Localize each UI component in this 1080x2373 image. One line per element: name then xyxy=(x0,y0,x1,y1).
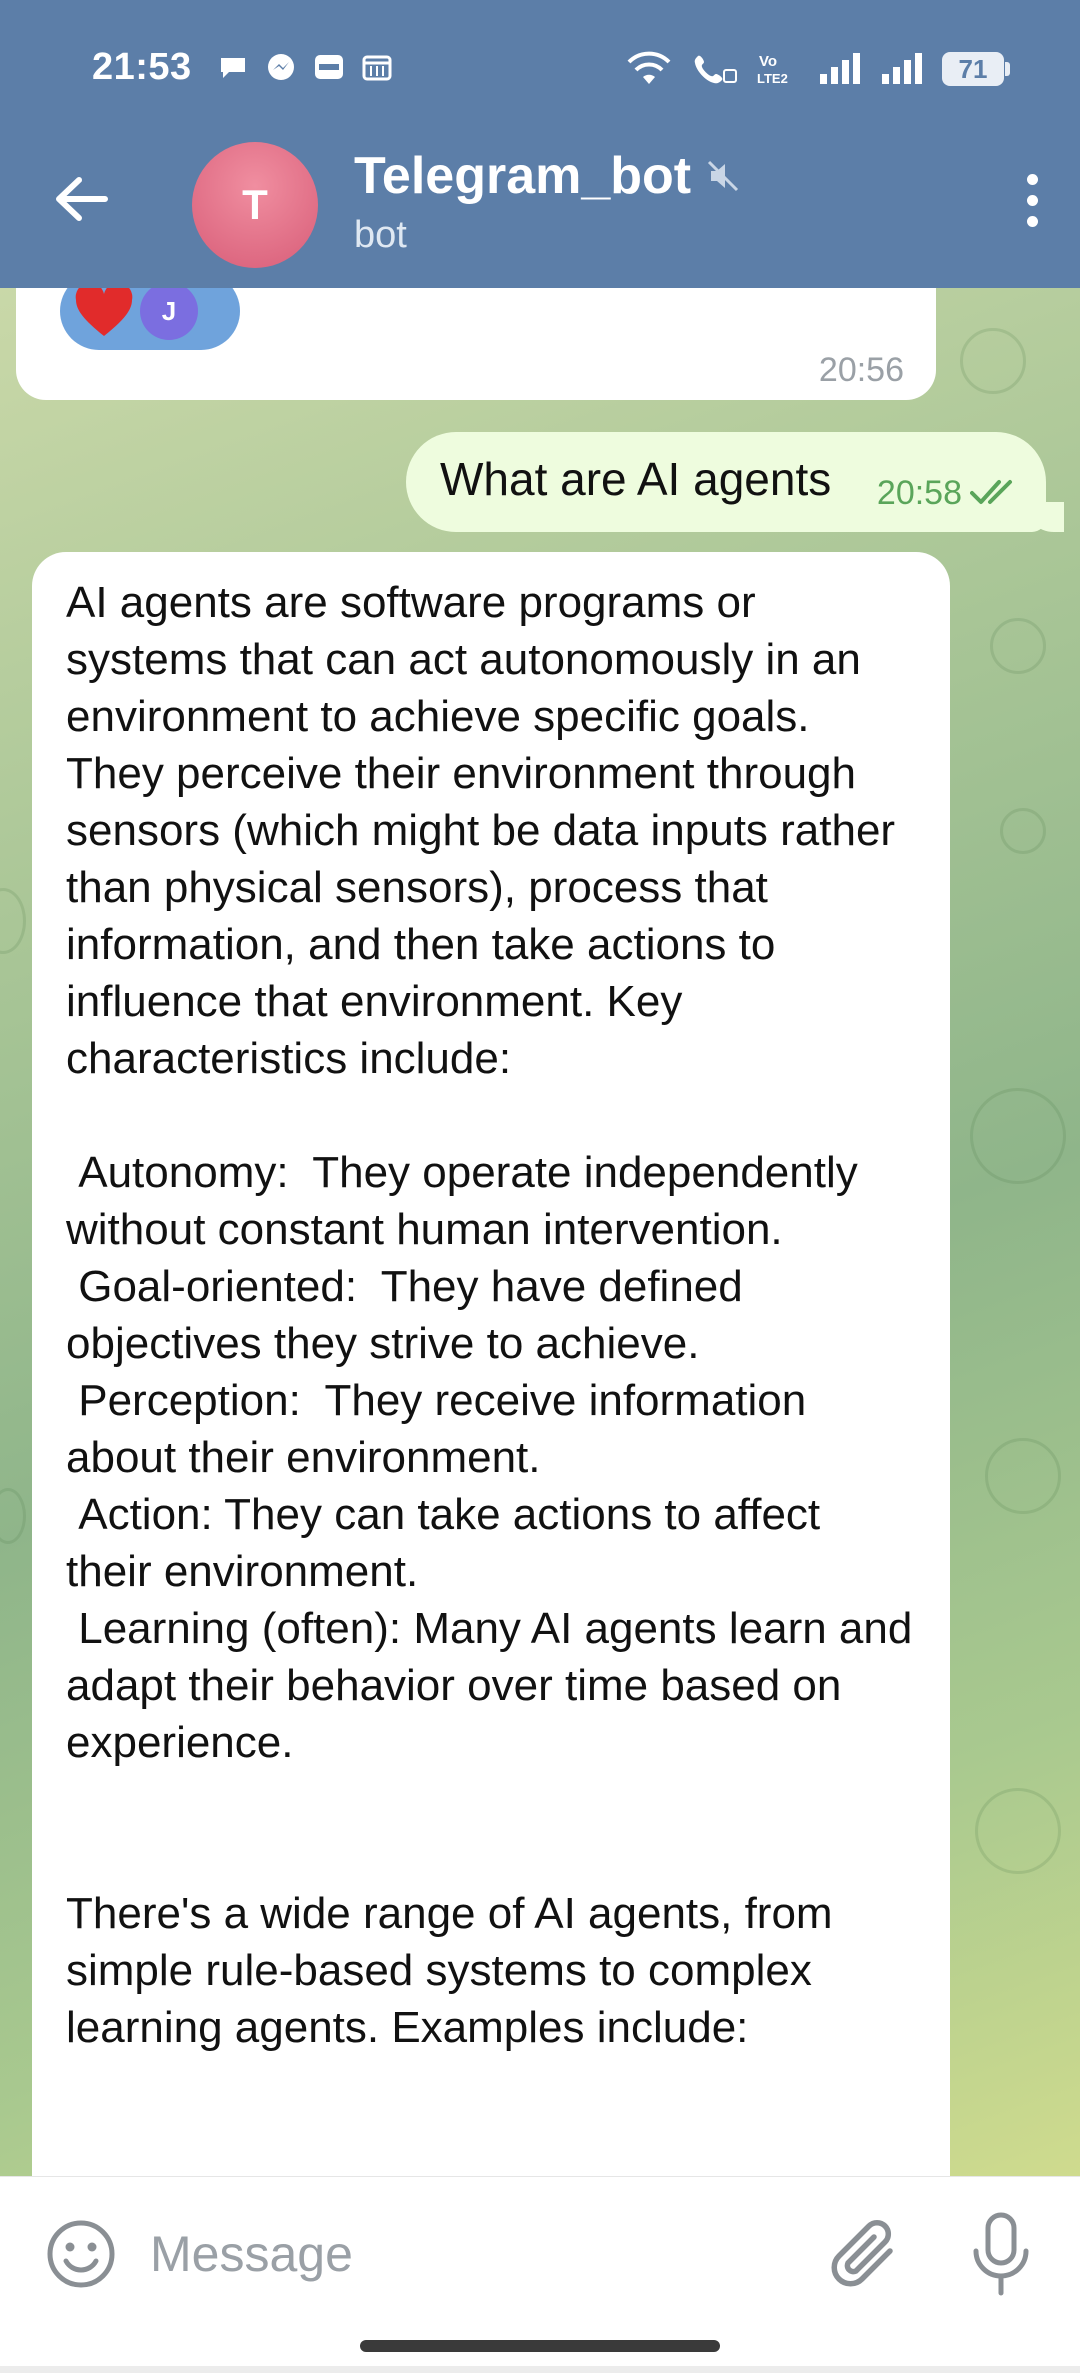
double-check-icon xyxy=(970,480,1012,504)
message-list-item: Goal-oriented: They have defined objecti… xyxy=(66,1262,755,1368)
chat-header: 21:53 Vo LTE2 71 T Telegram_bot bot xyxy=(0,0,1080,288)
chat-subtitle: bot xyxy=(354,214,407,256)
paytm-icon xyxy=(315,55,343,79)
message-list-item: Perception: They receive information abo… xyxy=(66,1376,819,1482)
message-list-item: Action: They can take actions to affect … xyxy=(66,1490,833,1596)
gesture-nav-handle[interactable] xyxy=(360,2340,720,2352)
more-vert-icon-dot xyxy=(1026,194,1038,206)
wallpaper-doodle xyxy=(970,1088,1066,1184)
message-bubble-incoming[interactable]: J 20:56 xyxy=(16,288,936,400)
paperclip-icon[interactable] xyxy=(828,2213,904,2297)
chat-messages[interactable]: J 20:56 What are AI agents 20:58 AI agen… xyxy=(0,288,1080,2176)
muted-icon xyxy=(708,160,739,192)
wallpaper-doodle xyxy=(0,1488,26,1544)
back-button[interactable] xyxy=(44,162,118,236)
message-spacer xyxy=(66,1087,916,1144)
chat-title-row[interactable]: Telegram_bot xyxy=(354,146,741,206)
message-paragraph: AI agents are software programs or syste… xyxy=(66,578,908,1083)
wallpaper-doodle xyxy=(990,618,1046,674)
status-time: 21:53 xyxy=(92,46,192,88)
calendar-icon xyxy=(362,55,392,81)
microphone-icon[interactable] xyxy=(966,2211,1036,2299)
status-system-icons: Vo LTE2 71 xyxy=(624,50,1010,88)
signal-icon xyxy=(820,53,860,84)
battery-icon: 71 xyxy=(942,52,1010,86)
reaction-user-avatar: J xyxy=(140,288,198,340)
wifi-icon xyxy=(627,51,671,84)
message-list-item: Learning (often): Many AI agents learn a… xyxy=(66,1604,925,1767)
message-bubble-incoming[interactable]: AI agents are software programs or syste… xyxy=(32,552,950,2176)
chat-avatar[interactable]: T xyxy=(192,142,318,268)
wallpaper-doodle xyxy=(975,1788,1061,1874)
message-input-bar xyxy=(0,2176,1080,2367)
message-bubble-outgoing[interactable]: What are AI agents 20:58 xyxy=(406,432,1046,532)
arrow-left-icon xyxy=(56,177,108,221)
message-spacer xyxy=(66,1828,916,1885)
messenger-icon xyxy=(268,54,294,80)
system-nav-area xyxy=(0,2366,1080,2373)
wallpaper-doodle xyxy=(1000,808,1046,854)
volte-call-icon xyxy=(694,55,737,84)
more-options-button[interactable] xyxy=(1004,160,1060,240)
message-spacer xyxy=(66,1771,916,1828)
chat-title: Telegram_bot xyxy=(354,147,692,205)
svg-text:LTE2: LTE2 xyxy=(757,71,788,86)
emoji-icon[interactable] xyxy=(44,2217,118,2291)
svg-text:Vo: Vo xyxy=(759,53,777,70)
message-closing: There's a wide range of AI agents, from … xyxy=(66,1889,845,2052)
heart-icon xyxy=(75,288,133,336)
message-time: 20:56 xyxy=(818,351,904,389)
wallpaper-doodle xyxy=(0,888,26,954)
signal-icon xyxy=(882,53,922,84)
message-list-item: Autonomy: They operate independently wit… xyxy=(66,1148,870,1254)
reaction-pill[interactable]: J xyxy=(60,288,240,350)
message-text: What are AI agents xyxy=(440,453,832,505)
message-time: 20:58 xyxy=(876,474,962,512)
wallpaper-doodle xyxy=(985,1438,1061,1514)
message-input[interactable] xyxy=(148,2207,792,2301)
wallpaper-doodle xyxy=(960,328,1026,394)
status-bar: 21:53 Vo LTE2 71 xyxy=(0,40,1080,102)
status-notification-icons xyxy=(216,50,394,84)
more-vert-icon-dot xyxy=(1026,215,1038,227)
chat-bubble-icon xyxy=(221,58,245,78)
more-vert-icon-dot xyxy=(1026,173,1038,185)
